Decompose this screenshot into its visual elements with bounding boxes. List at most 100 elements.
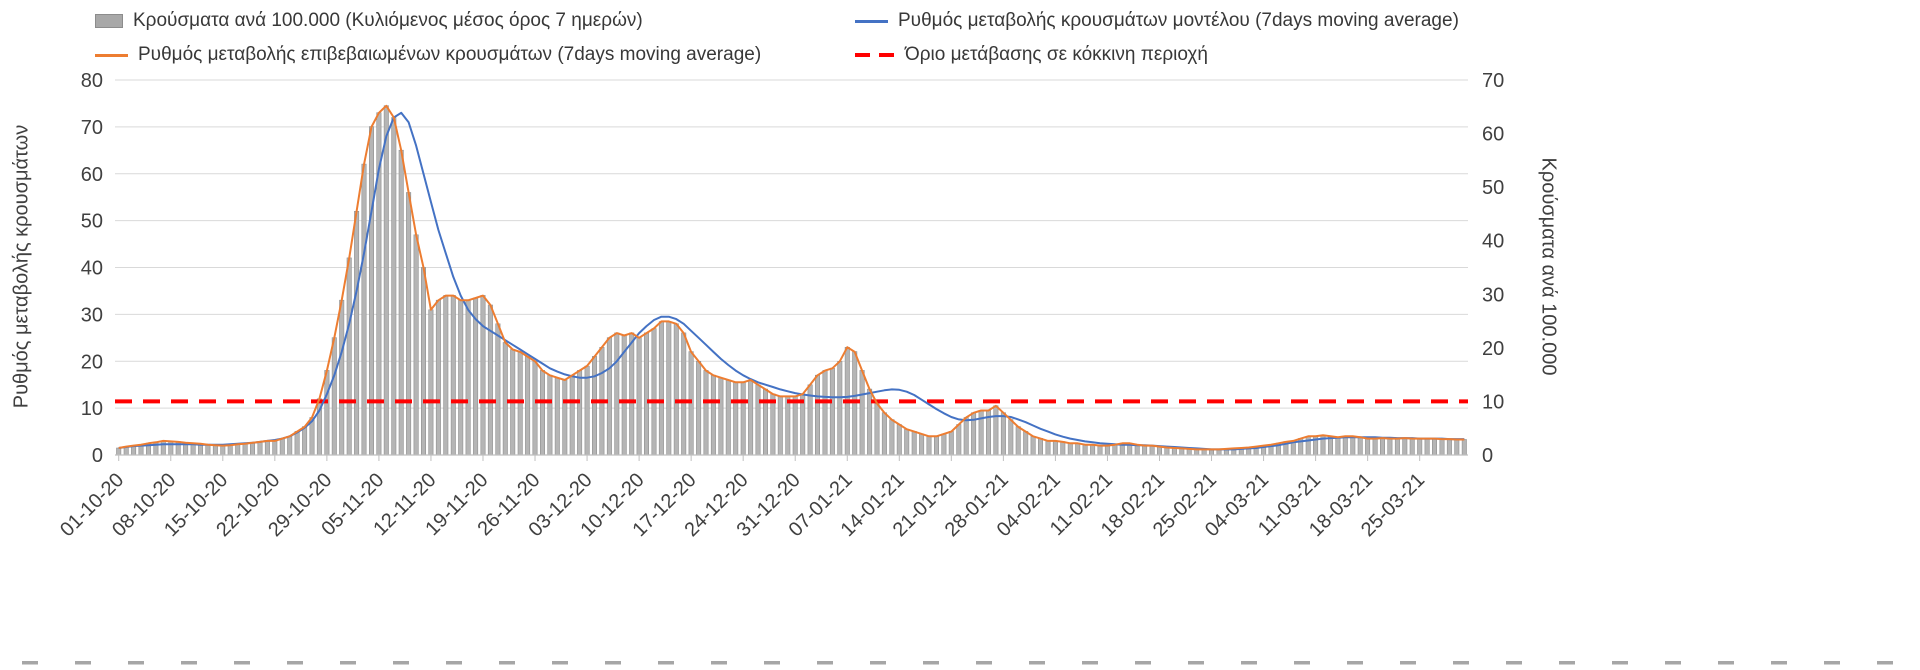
bar [629, 332, 635, 456]
bar [227, 445, 233, 456]
bar [339, 299, 345, 456]
bar [420, 267, 426, 456]
bar [212, 445, 218, 456]
bar [926, 435, 932, 456]
bottom-edge-dash [817, 661, 833, 665]
bottom-edge-dash [1082, 661, 1098, 665]
bar [933, 435, 939, 456]
bar [1446, 438, 1452, 456]
bottom-edge-dash [764, 661, 780, 665]
bottom-edge-dash [870, 661, 886, 665]
red-dashed-swatch-icon [855, 53, 895, 57]
bar [532, 360, 538, 456]
bar [643, 332, 649, 456]
right-tick-label: 40 [1482, 231, 1504, 253]
legend-label: Ρυθμός μεταβολής κρουσμάτων μοντέλου (7d… [898, 10, 1459, 31]
bottom-edge-dash [976, 661, 992, 665]
bar [324, 370, 330, 456]
bar [881, 412, 887, 456]
bottom-edge-dash [1135, 661, 1151, 665]
bar [785, 396, 791, 456]
bottom-edge-dash [234, 661, 250, 665]
bar [235, 443, 241, 456]
bar [487, 304, 493, 456]
bar [956, 424, 962, 456]
bottom-edge-dash [499, 661, 515, 665]
bar [696, 360, 702, 456]
bottom-edge-dash [181, 661, 197, 665]
bar [302, 426, 308, 456]
bar [294, 431, 300, 456]
bar [822, 370, 828, 456]
bar [1179, 448, 1185, 456]
bar [1342, 435, 1348, 456]
bottom-edge-dash [658, 661, 674, 665]
bar [748, 379, 754, 456]
bar [264, 440, 270, 456]
bar-swatch-icon [95, 14, 123, 28]
bottom-edge-dash [605, 661, 621, 665]
left-tick-label: 80 [81, 70, 103, 92]
bar [948, 431, 954, 456]
bar [919, 433, 925, 456]
bar [562, 379, 568, 456]
bar [391, 117, 397, 456]
bottom-edge-dash [1665, 661, 1681, 665]
legend-item-cases-per-100k: Κρούσματα ανά 100.000 (Κυλιόμενος μέσος … [95, 10, 643, 32]
bottom-edge-dash [552, 661, 568, 665]
bottom-edge-dash [1294, 661, 1310, 665]
bar [1030, 435, 1036, 456]
bar [584, 365, 590, 456]
bottom-edge-dash [1453, 661, 1469, 665]
bar [1060, 441, 1066, 456]
bar [250, 442, 256, 456]
bar [406, 192, 412, 456]
bar [904, 428, 910, 456]
bar [1082, 444, 1088, 456]
bar [941, 433, 947, 456]
bar [577, 370, 583, 456]
bottom-edge-dash [923, 661, 939, 665]
bar [710, 374, 716, 456]
bottom-edge-dash [711, 661, 727, 665]
bar [1164, 447, 1170, 456]
bar [480, 295, 486, 456]
bar [1008, 419, 1014, 456]
bottom-edge-dash [128, 661, 144, 665]
bar [450, 295, 456, 456]
bar [1112, 444, 1118, 456]
left-tick-label: 60 [81, 164, 103, 186]
bar [368, 126, 374, 456]
bar [1075, 442, 1081, 456]
bar [346, 257, 352, 456]
bar [658, 321, 664, 456]
bar [331, 337, 337, 456]
left-tick-label: 20 [81, 351, 103, 373]
bar [867, 388, 873, 456]
bottom-edge-dash [1506, 661, 1522, 665]
bottom-edge-dash [75, 661, 91, 665]
bottom-edge-dash [446, 661, 462, 665]
bottom-edge-dash [1400, 661, 1416, 665]
bar [443, 295, 449, 456]
legend-label: Κρούσματα ανά 100.000 (Κυλιόμενος μέσος … [133, 10, 643, 31]
bar [874, 403, 880, 456]
bar [725, 379, 731, 456]
bottom-edge-dash [1188, 661, 1204, 665]
bar [1409, 438, 1415, 456]
legend-item-red-threshold: Όριο μετάβασης σε κόκκινη περιοχή [855, 44, 1208, 66]
bar [257, 441, 263, 456]
bottom-edge-dash [393, 661, 409, 665]
bar [762, 388, 768, 456]
bottom-edge-dash [22, 661, 38, 665]
orange-line-swatch-icon [95, 53, 128, 57]
bar [428, 309, 434, 456]
bar [547, 374, 553, 456]
bar [116, 447, 122, 456]
bottom-edge-dash [340, 661, 356, 665]
left-tick-label: 30 [81, 304, 103, 326]
bar [1090, 444, 1096, 456]
bottom-edge-dash [1559, 661, 1575, 665]
